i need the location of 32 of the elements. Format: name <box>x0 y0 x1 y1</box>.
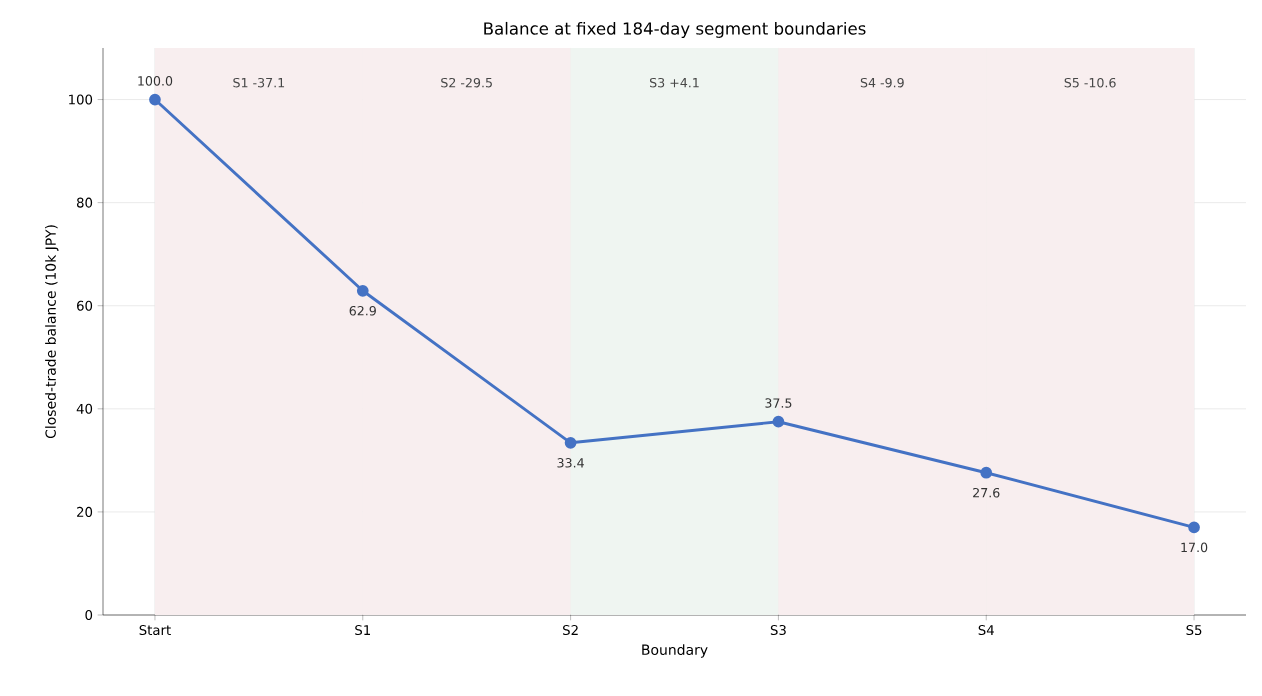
band-label: S2 -29.5 <box>441 77 492 88</box>
x-tick-label: S5 <box>1186 625 1202 636</box>
y-tick-label: 80 <box>76 197 93 208</box>
point <box>356 284 369 297</box>
y-tick-label: 20 <box>77 506 93 517</box>
data-label: 27.6 <box>973 487 1000 498</box>
point <box>1188 521 1200 534</box>
point <box>772 415 785 428</box>
y-tick-label: 0 <box>85 609 93 621</box>
data-label: 17.0 <box>1181 542 1208 553</box>
band-label: S3 +4.1 <box>649 77 699 88</box>
band-label: S4 -9.9 <box>860 77 904 88</box>
data-label: 37.5 <box>765 398 792 408</box>
x-tick-label: S3 <box>770 625 786 636</box>
point <box>980 466 993 479</box>
point <box>149 93 161 106</box>
data-label: 100.0 <box>138 76 173 86</box>
band-label: S1 -37.1 <box>233 77 285 88</box>
point <box>564 436 577 449</box>
y-tick-label: 40 <box>76 403 93 414</box>
data-label: 62.9 <box>349 305 376 316</box>
x-axis-title: Boundary <box>642 644 708 658</box>
band-label: S5 -10.6 <box>1064 77 1116 88</box>
data-label: 33.4 <box>557 458 584 468</box>
x-tick-label: S4 <box>978 625 994 636</box>
y-axis-title: Closed-trade balance (10k JPY) <box>45 225 59 439</box>
chart-title: Balance at fixed 184-day segment boundaries <box>484 21 866 38</box>
y-tick-label: 60 <box>77 300 93 311</box>
x-tick-label: S1 <box>355 625 370 636</box>
y-tick-label: 100 <box>69 94 93 105</box>
x-tick-label: Start <box>139 625 171 636</box>
x-tick-label: S2 <box>563 625 578 636</box>
